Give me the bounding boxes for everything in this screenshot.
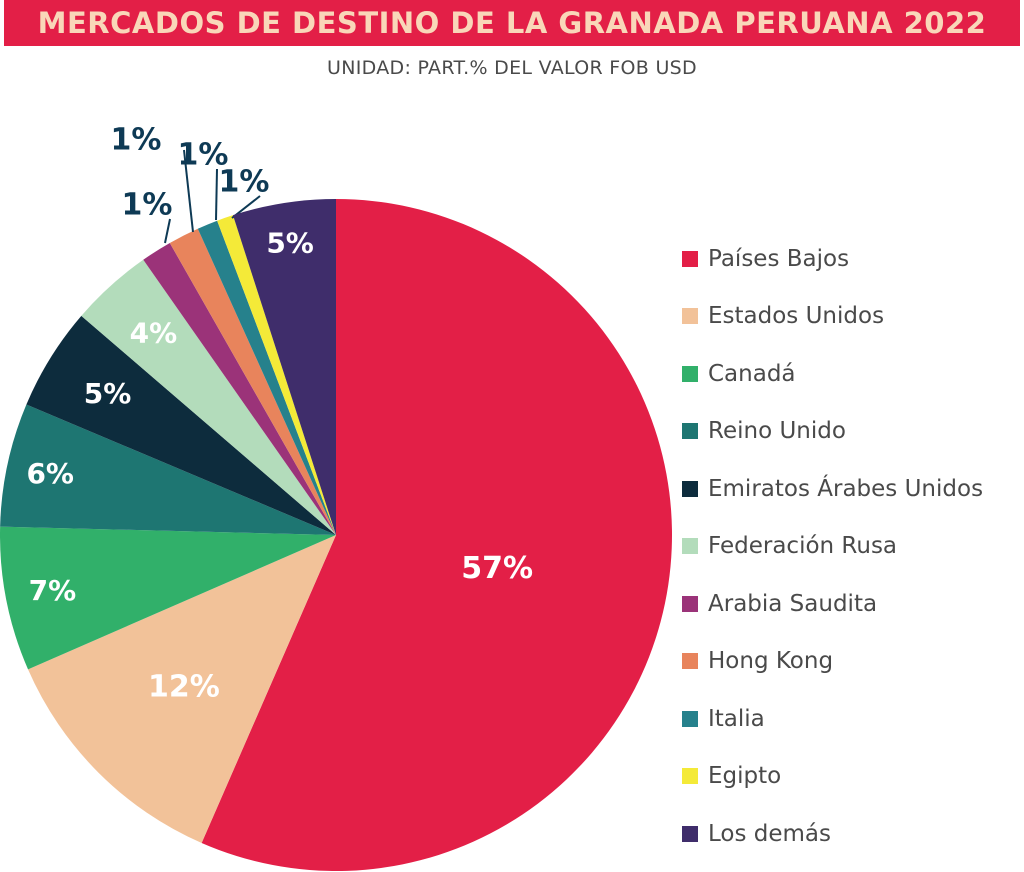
pie-slice-los-demas [232, 199, 336, 535]
legend-swatch [682, 308, 698, 325]
pie-slice-emiratos-arabes-unidos [26, 315, 336, 535]
pie-slice-arabia-saudita [143, 242, 336, 535]
legend-item-italia: Italia [682, 690, 1024, 748]
leader-line-italia [215, 168, 218, 221]
legend-swatch [682, 653, 698, 670]
pie-slice-reino-unido [0, 404, 337, 535]
legend: Países Bajos Estados Unidos Canadá Reino Un… [682, 230, 1024, 863]
legend-item-los-demas: Los demás [682, 805, 1024, 863]
slice-label-canada: 7% [29, 574, 77, 607]
legend-item-emiratos-arabes-unidos: Emiratos Árabes Unidos [682, 460, 1024, 518]
slice-label-paises-bajos: 57% [461, 551, 533, 586]
legend-swatch [682, 365, 698, 382]
leader-line-hong-kong [183, 149, 194, 233]
legend-swatch [682, 768, 698, 785]
legend-swatch [682, 423, 698, 440]
legend-label: Los demás [708, 820, 832, 847]
slice-label-los-demas: 5% [266, 226, 314, 259]
slice-label-emiratos-arabes-unidos: 5% [84, 377, 132, 410]
legend-item-federacion-rusa: Federación Rusa [682, 518, 1024, 576]
legend-label: Emiratos Árabes Unidos [708, 475, 984, 502]
legend-item-canada: Canadá [682, 345, 1024, 403]
legend-label: Hong Kong [708, 648, 834, 675]
pie-slice-estados-unidos [28, 535, 336, 843]
title-bar: MERCADOS DE DESTINO DE LA GRANADA PERUAN… [4, 0, 1020, 46]
slice-label-federacion-rusa: 4% [130, 317, 178, 350]
pie-slice-italia [197, 220, 336, 535]
chart-title: MERCADOS DE DESTINO DE LA GRANADA PERUAN… [37, 6, 987, 40]
legend-swatch [682, 595, 698, 612]
legend-swatch [682, 480, 698, 497]
legend-label: Egipto [708, 763, 782, 790]
legend-item-reino-unido: Reino Unido [682, 403, 1024, 461]
slice-label-estados-unidos: 12% [148, 670, 220, 705]
legend-label: Reino Unido [708, 418, 846, 445]
pie-slice-federacion-rusa [81, 259, 336, 535]
legend-item-estados-unidos: Estados Unidos [682, 288, 1024, 346]
legend-item-paises-bajos: Países Bajos [682, 230, 1024, 288]
legend-item-hong-kong: Hong Kong [682, 633, 1024, 691]
pie-slice-canada [0, 526, 336, 670]
pie-slice-paises-bajos [201, 199, 673, 871]
legend-swatch [682, 825, 698, 842]
legend-label: Arabia Saudita [708, 590, 878, 617]
chart-subtitle: UNIDAD: PART.% DEL VALOR FOB USD [327, 57, 697, 79]
legend-label: Canadá [708, 360, 796, 387]
slice-label-italia: 1% [178, 138, 229, 173]
legend-swatch [682, 710, 698, 727]
leader-line-arabia-saudita [164, 218, 171, 244]
legend-label: Estados Unidos [708, 303, 885, 330]
legend-swatch [682, 250, 698, 267]
legend-label: Italia [708, 705, 765, 732]
pie-slice-hong-kong [169, 228, 336, 535]
slice-label-hong-kong: 1% [111, 123, 162, 158]
legend-swatch [682, 538, 698, 555]
slice-label-arabia-saudita: 1% [122, 188, 173, 223]
slice-label-egipto: 1% [219, 165, 270, 200]
pie-slice-egipto [217, 215, 336, 535]
legend-item-arabia-saudita: Arabia Saudita [682, 575, 1024, 633]
legend-label: Federación Rusa [708, 533, 898, 560]
legend-item-egipto: Egipto [682, 748, 1024, 806]
slice-label-reino-unido: 6% [26, 457, 74, 490]
legend-label: Países Bajos [708, 245, 850, 272]
